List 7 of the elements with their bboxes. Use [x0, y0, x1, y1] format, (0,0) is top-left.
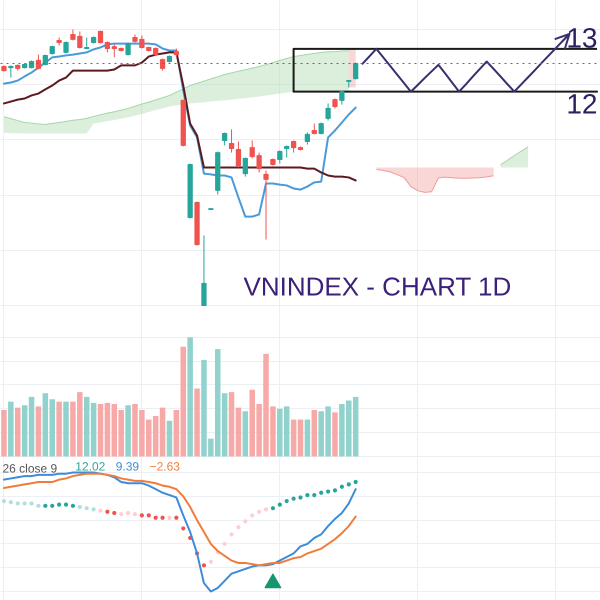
annotation: 12	[566, 88, 598, 120]
text: VNINDEX - CHART 1D	[244, 272, 512, 302]
text: 12.02	[75, 460, 106, 474]
series-label: −2.63	[150, 460, 180, 474]
annotation: 13	[566, 22, 598, 54]
chart-title: 26 close 9	[2, 462, 58, 476]
series-label: 9.39	[116, 460, 140, 474]
